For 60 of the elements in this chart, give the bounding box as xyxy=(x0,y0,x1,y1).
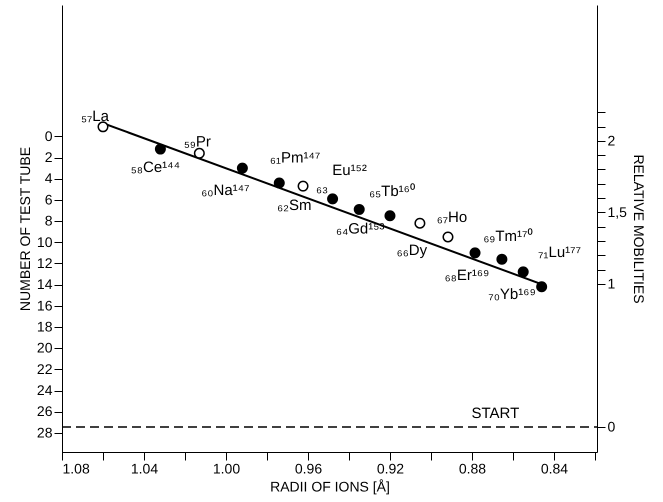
y-tick-label: 16 xyxy=(36,297,53,314)
point xyxy=(327,193,338,204)
point xyxy=(384,210,396,222)
point xyxy=(236,162,248,174)
y-tick-label: 26 xyxy=(36,403,53,420)
annotation: ₆₁Pm¹⁴⁷ xyxy=(270,150,320,167)
y-tick-label: 20 xyxy=(36,340,53,356)
point xyxy=(442,231,454,242)
y-tick-label: 14 xyxy=(36,276,53,292)
point xyxy=(274,177,285,188)
annotation: ₆₂Sm xyxy=(277,196,312,214)
annotation: ₇₀Yb¹⁶⁹ xyxy=(488,286,536,303)
y-tick-label: 22 xyxy=(36,360,53,377)
y-tick-label: 24 xyxy=(36,382,53,398)
x-tick-label: 0.84 xyxy=(540,460,568,476)
annotation: ₆₄Gd¹⁵³ xyxy=(336,220,384,238)
point xyxy=(354,204,365,215)
y-tick-label: 12 xyxy=(36,254,53,271)
point xyxy=(298,180,309,192)
annotation: ₆₈Er¹⁶⁹ xyxy=(444,266,490,284)
y-tick-label: 28 xyxy=(36,424,53,440)
x-tick-label: 1.04 xyxy=(130,460,158,476)
y-tick-label: 2 xyxy=(44,149,53,166)
annotation: ₆₉Tm¹⁷⁰ xyxy=(483,228,532,246)
annotation: ₇₁Lu¹⁷⁷ xyxy=(538,244,582,261)
point xyxy=(496,254,508,265)
point xyxy=(414,218,426,229)
annotation: ₆₆Dy xyxy=(396,242,428,260)
y-tick-label: 0 xyxy=(44,128,53,144)
point xyxy=(536,281,548,292)
point xyxy=(470,247,481,258)
x-axis-title: RADII OF IONS [Å] xyxy=(270,478,390,494)
y2-tick-label: 1,5 xyxy=(608,204,628,220)
y-tick-label: 6 xyxy=(44,191,53,208)
annotation: ₅₇La xyxy=(81,108,110,125)
annotation: ₅₈Ce¹⁴⁴ xyxy=(130,159,180,176)
annotation: Eu¹⁵² xyxy=(332,162,367,179)
x-tick-label: 0.88 xyxy=(458,460,486,476)
annotation: ₆₅Tb¹⁶⁰ xyxy=(369,182,415,200)
y-tick-label: 4 xyxy=(44,170,53,186)
ref-line-label: START xyxy=(471,404,520,422)
annotation: ₆₀Na¹⁴⁷ xyxy=(201,182,250,200)
y-tick-label: 10 xyxy=(36,234,53,250)
y2-tick-label: 2 xyxy=(608,132,616,148)
x-tick-label: 0.92 xyxy=(376,460,404,476)
point xyxy=(518,266,529,278)
x-tick-label: 1.08 xyxy=(62,460,90,476)
point xyxy=(154,144,166,155)
y2-axis-title: RELATIVE MOBILITIES xyxy=(630,154,647,304)
x-tick-label: 0.96 xyxy=(294,460,322,476)
y2-tick-label: 0 xyxy=(608,418,616,434)
annotation: ₆₃ xyxy=(316,179,328,196)
y-tick-label: 18 xyxy=(36,318,53,335)
point xyxy=(194,148,205,159)
annotation: ₅₉Pr xyxy=(184,133,211,150)
x-tick-label: 1.00 xyxy=(212,460,240,476)
y2-tick-label: 1 xyxy=(608,275,616,292)
y-axis-title: NUMBER OF TEST TUBE xyxy=(16,146,33,312)
annotation: ₆₇Ho xyxy=(436,208,468,226)
y-tick-label: 8 xyxy=(44,212,53,229)
